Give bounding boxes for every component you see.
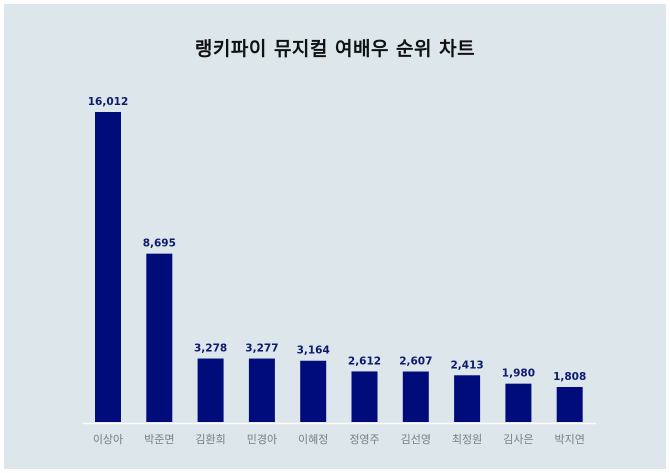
chart-title: 랭키파이 뮤지컬 여배우 순위 차트 — [194, 38, 476, 60]
data-label: 3,164 — [297, 345, 330, 357]
bar — [402, 371, 429, 422]
data-label: 3,277 — [245, 343, 278, 355]
x-tick-label: 김환희 — [195, 433, 225, 446]
data-label: 2,607 — [399, 356, 432, 368]
x-tick-label: 이혜정 — [298, 433, 328, 446]
bar — [146, 253, 173, 422]
x-tick-label: 최정원 — [452, 433, 482, 446]
bar — [454, 375, 481, 422]
data-label: 2,612 — [348, 355, 381, 367]
x-tick-label: 김선영 — [401, 433, 431, 446]
x-tick-label: 박지연 — [555, 433, 585, 446]
data-label: 16,012 — [88, 96, 129, 108]
bar — [300, 360, 327, 422]
data-label: 2,413 — [450, 359, 483, 371]
bar — [248, 358, 275, 422]
data-label: 1,808 — [553, 371, 586, 383]
bar — [95, 112, 121, 422]
data-label: 8,695 — [143, 238, 176, 250]
x-tick-label: 민경아 — [247, 433, 277, 446]
x-tick-label: 김사은 — [503, 433, 533, 446]
x-tick-label: 이상아 — [93, 433, 123, 446]
bar — [197, 358, 224, 422]
bar — [351, 371, 378, 422]
x-tick-label: 박준면 — [144, 433, 174, 446]
data-label: 3,278 — [194, 343, 227, 355]
x-tick-label: 정영주 — [349, 433, 379, 446]
bar — [505, 383, 532, 422]
bar — [556, 386, 583, 422]
data-label: 1,980 — [502, 368, 535, 380]
